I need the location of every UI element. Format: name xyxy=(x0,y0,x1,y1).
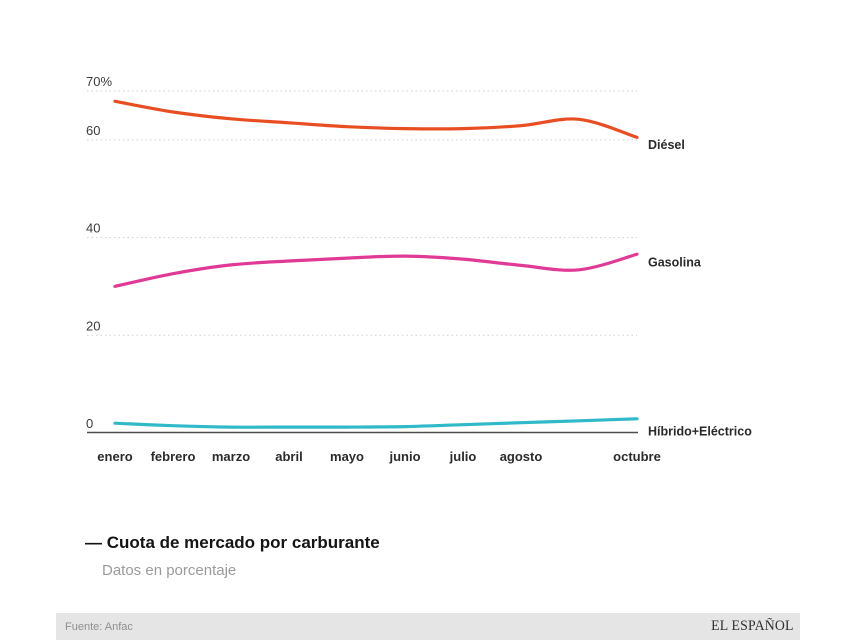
x-tick-label: octubre xyxy=(613,449,661,464)
title-text: Cuota de mercado por carburante xyxy=(106,533,380,552)
series-line-di-sel xyxy=(113,99,639,139)
chart-area: 70% 60 40 20 0 enero febrero marzo abril mayo juni… xyxy=(86,74,752,464)
footer-bar: Fuente: Anfac EL ESPAÑOL xyxy=(56,613,800,640)
x-tick-label: agosto xyxy=(500,449,543,464)
y-tick-label: 0 xyxy=(86,416,93,431)
x-tick-label: julio xyxy=(449,449,477,464)
x-tick-label: marzo xyxy=(212,449,250,464)
series-line-h-brido-el-ctrico xyxy=(113,417,639,429)
series-label-gasolina: Gasolina xyxy=(648,256,702,270)
y-tick-label: 60 xyxy=(86,123,100,138)
line-chart-canvas: 70% 60 40 20 0 enero febrero marzo abril mayo juni… xyxy=(86,74,752,464)
source-label: Fuente: Anfac xyxy=(65,620,133,633)
x-tick-label: junio xyxy=(388,449,420,464)
y-tick-label: 20 xyxy=(86,318,100,333)
x-tick-label: febrero xyxy=(151,449,196,464)
brand-logo: EL ESPAÑOL xyxy=(711,618,794,634)
x-tick-label: abril xyxy=(275,449,302,464)
title-dash: — xyxy=(85,533,102,552)
chart-subtitle: Datos en porcentaje xyxy=(102,562,237,579)
chart-title: — Cuota de mercado por carburante xyxy=(85,532,380,554)
y-tick-label: 40 xyxy=(86,221,100,236)
series-label-di-sel: Diésel xyxy=(648,138,685,152)
caption-block: — Cuota de mercado por carburante Datos … xyxy=(85,532,380,580)
series-label-h-brido-el-ctrico: Híbrido+Eléctrico xyxy=(648,424,752,438)
x-tick-label: enero xyxy=(97,449,132,464)
series-line-gasolina xyxy=(113,252,639,288)
y-tick-label: 70% xyxy=(86,74,112,89)
x-tick-label: mayo xyxy=(330,449,364,464)
